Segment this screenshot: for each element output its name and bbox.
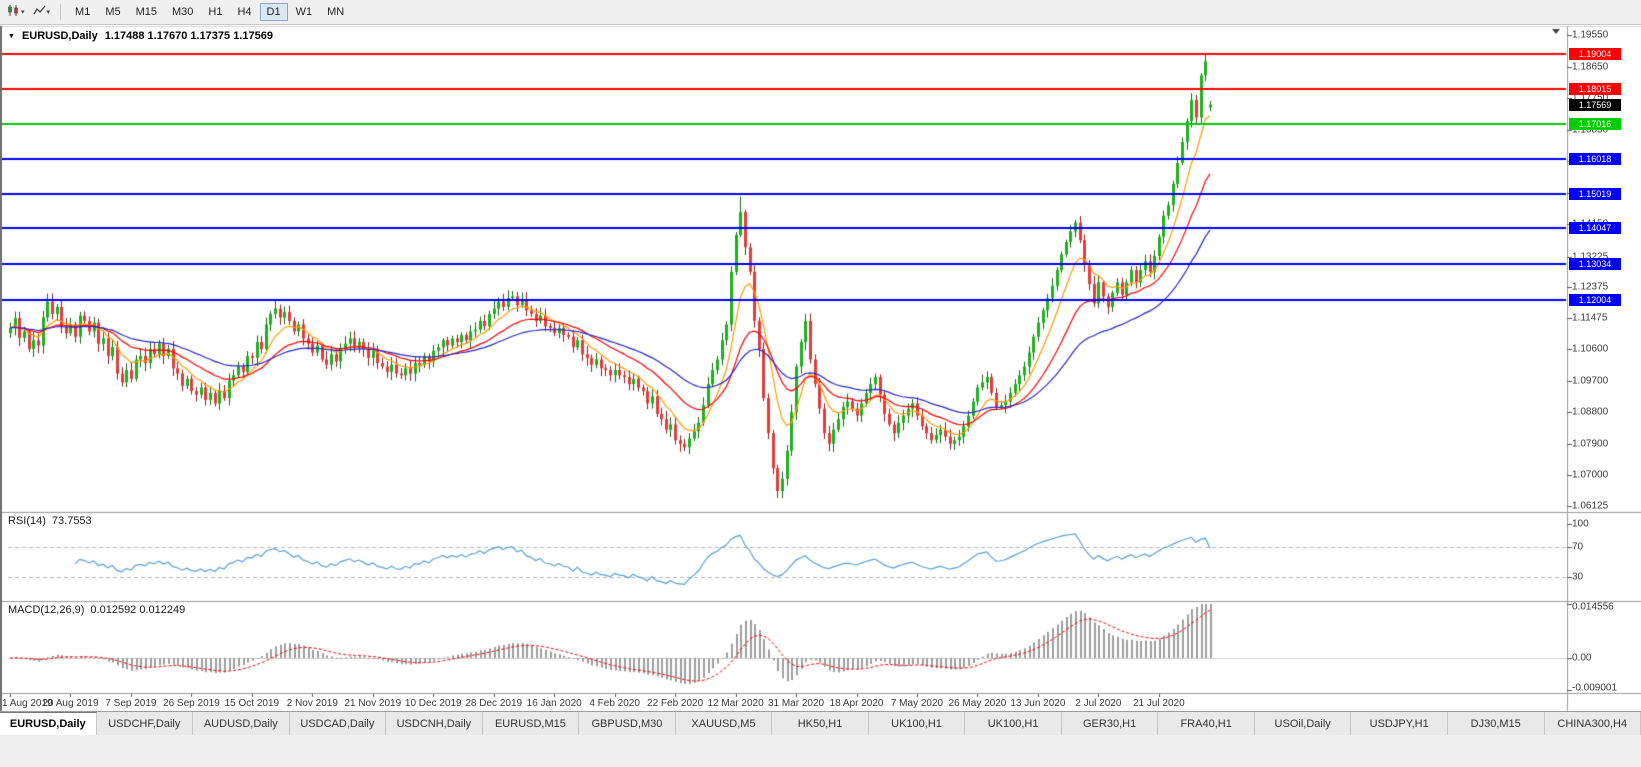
chart-menu-icon: ▼ xyxy=(8,32,15,40)
top-toolbar: ▾ ▾ M1 M5 M15 M30 H1 H4 D1 W1 MN xyxy=(0,0,1641,25)
symbol-tab[interactable]: USDCNH,Daily xyxy=(386,712,483,735)
symbol-tab[interactable]: UK100,H1 xyxy=(868,712,966,735)
symbol-tab[interactable]: EURUSD,Daily xyxy=(0,712,97,735)
symbol-tab[interactable]: UK100,H1 xyxy=(965,712,1062,735)
macd-values: 0.012592 0.012249 xyxy=(90,604,186,616)
timeframe-button-H1[interactable]: H1 xyxy=(201,3,229,21)
timeframe-button-H4[interactable]: H4 xyxy=(230,3,258,21)
timeframe-toolbar: M1 M5 M15 M30 H1 H4 D1 W1 MN xyxy=(68,3,351,21)
chart-type-button[interactable]: ▾ xyxy=(4,2,28,22)
symbol-tab[interactable]: AUDUSD,Daily xyxy=(193,712,290,735)
symbol-tab[interactable]: USDCHF,Daily xyxy=(96,712,194,735)
macd-name: MACD(12,26,9) xyxy=(8,604,85,616)
timeframe-button-M1[interactable]: M1 xyxy=(68,3,97,21)
toolbar-separator xyxy=(60,4,62,20)
indicator-line-icon xyxy=(32,4,46,20)
symbol-period-label: EURUSD,Daily xyxy=(21,30,98,42)
symbol-tab[interactable]: DJ30,M15 xyxy=(1447,712,1545,735)
symbol-tab[interactable]: GBPUSD,M30 xyxy=(579,712,676,735)
indicators-button[interactable]: ▾ xyxy=(30,2,54,22)
timeframe-button-M30[interactable]: M30 xyxy=(165,3,200,21)
chevron-down-icon: ▾ xyxy=(46,8,51,16)
chevron-down-icon: ▾ xyxy=(21,8,25,16)
symbol-tab[interactable]: EURUSD,M15 xyxy=(482,712,580,735)
symbol-tab-bar: EURUSD,Daily USDCHF,Daily AUDUSD,Daily USDC… xyxy=(0,711,1641,735)
timeframe-button-W1[interactable]: W1 xyxy=(289,3,320,21)
rsi-value: 73.7553 xyxy=(51,515,92,527)
rsi-title: RSI(14) 73.7553 xyxy=(8,515,92,527)
candlestick-chart-icon xyxy=(7,4,20,20)
symbol-tab[interactable]: USOil,Daily xyxy=(1254,712,1352,735)
timeframe-button-D1[interactable]: D1 xyxy=(259,3,288,21)
rsi-name: RSI(14) xyxy=(8,515,46,527)
symbol-tab[interactable]: USDJPY,H1 xyxy=(1351,712,1448,735)
timeframe-button-MN[interactable]: MN xyxy=(320,3,351,21)
symbol-tab[interactable]: XAUUSD,M5 xyxy=(675,712,773,735)
status-strip xyxy=(0,735,1641,767)
symbol-tab[interactable]: CHINA300,H4 xyxy=(1544,712,1641,735)
chart-title: ▼ EURUSD,Daily 1.17488 1.17670 1.17375 1… xyxy=(8,30,273,42)
symbol-tab[interactable]: USDCAD,Daily xyxy=(289,712,387,735)
timeframe-button-M5[interactable]: M5 xyxy=(98,3,127,21)
symbol-tab[interactable]: FRA40,H1 xyxy=(1158,712,1255,735)
symbol-tab[interactable]: HK50,H1 xyxy=(772,712,869,735)
symbol-tab[interactable]: GER30,H1 xyxy=(1061,712,1159,735)
macd-title: MACD(12,26,9) 0.012592 0.012249 xyxy=(8,604,185,616)
ohlc-values: 1.17488 1.17670 1.17375 1.17569 xyxy=(104,30,273,42)
timeframe-button-M15[interactable]: M15 xyxy=(129,3,164,21)
